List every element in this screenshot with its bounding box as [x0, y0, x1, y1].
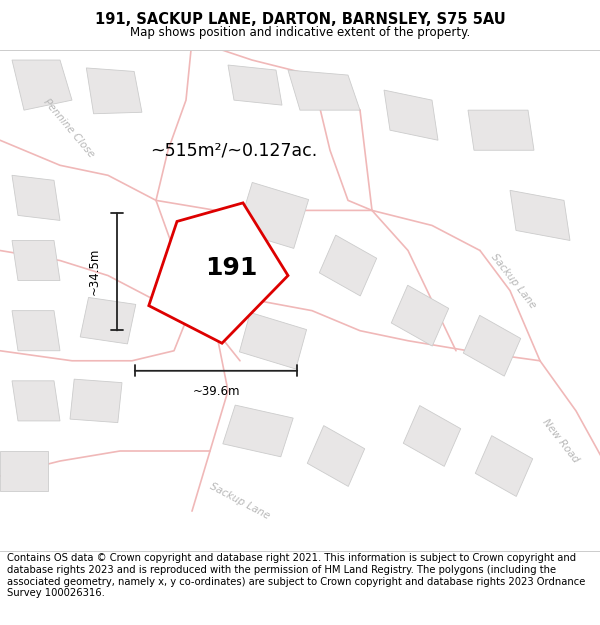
Polygon shape — [319, 235, 377, 296]
Polygon shape — [307, 426, 365, 486]
Polygon shape — [384, 90, 438, 140]
Polygon shape — [163, 264, 227, 327]
Polygon shape — [238, 182, 308, 248]
Text: Contains OS data © Crown copyright and database right 2021. This information is : Contains OS data © Crown copyright and d… — [7, 554, 586, 598]
Text: ~34.5m: ~34.5m — [88, 248, 101, 296]
Text: ~515m²/~0.127ac.: ~515m²/~0.127ac. — [151, 141, 317, 159]
Polygon shape — [475, 436, 533, 496]
Polygon shape — [12, 381, 60, 421]
Polygon shape — [510, 191, 570, 241]
Polygon shape — [86, 68, 142, 114]
Polygon shape — [12, 175, 60, 221]
Text: 191: 191 — [205, 256, 257, 280]
Polygon shape — [12, 60, 72, 110]
Polygon shape — [70, 379, 122, 423]
Text: New Road: New Road — [541, 418, 581, 465]
Text: ~39.6m: ~39.6m — [192, 386, 240, 398]
Polygon shape — [0, 451, 48, 491]
Text: Map shows position and indicative extent of the property.: Map shows position and indicative extent… — [130, 26, 470, 39]
Text: 191, SACKUP LANE, DARTON, BARNSLEY, S75 5AU: 191, SACKUP LANE, DARTON, BARNSLEY, S75 … — [95, 12, 505, 28]
Text: Sackup Lane: Sackup Lane — [208, 481, 272, 521]
Text: Sackup Lane: Sackup Lane — [488, 251, 538, 310]
Polygon shape — [149, 203, 288, 343]
Text: Pennine Close: Pennine Close — [41, 96, 97, 159]
Polygon shape — [80, 298, 136, 344]
Polygon shape — [12, 241, 60, 281]
Polygon shape — [239, 312, 307, 369]
Polygon shape — [223, 405, 293, 457]
Polygon shape — [403, 406, 461, 466]
Polygon shape — [391, 285, 449, 346]
Polygon shape — [463, 316, 521, 376]
Polygon shape — [228, 65, 282, 105]
Polygon shape — [12, 311, 60, 351]
Polygon shape — [468, 110, 534, 150]
Polygon shape — [288, 70, 360, 110]
